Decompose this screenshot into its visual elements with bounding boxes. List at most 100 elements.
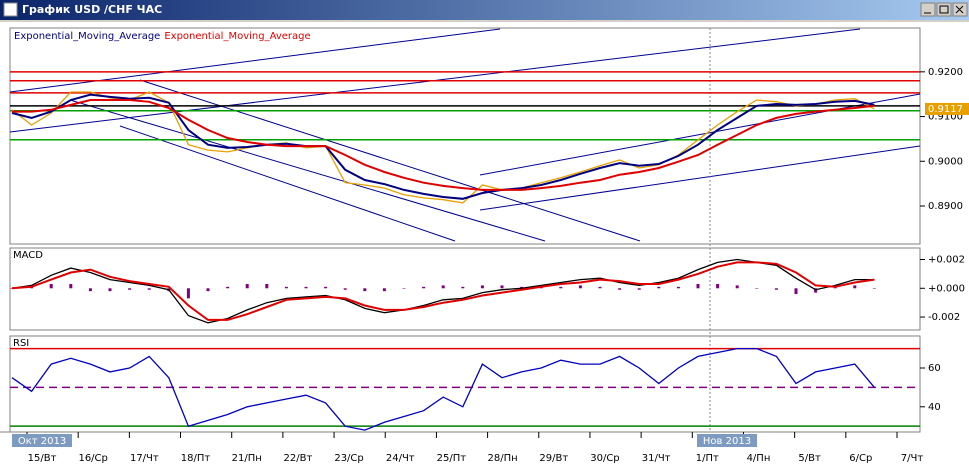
histogram-bar xyxy=(343,288,347,290)
histogram-bar xyxy=(49,283,53,289)
histogram-bar xyxy=(108,288,112,292)
x-tick-label: 18/Пт xyxy=(181,453,211,464)
x-tick-label: 5/Вт xyxy=(798,453,821,464)
maximize-button[interactable] xyxy=(936,2,952,17)
panel-title: MACD xyxy=(13,250,43,261)
histogram-bar xyxy=(69,283,73,289)
y-tick-label: 60 xyxy=(928,363,941,374)
x-tick-label: 6/Ср xyxy=(849,453,872,464)
month-label: Окт 2013 xyxy=(18,436,66,447)
histogram-bar xyxy=(88,288,92,292)
histogram-bar xyxy=(128,288,132,290)
histogram-bar xyxy=(657,286,661,289)
histogram-bar xyxy=(324,286,328,289)
x-tick-label: 25/Пт xyxy=(437,453,467,464)
series-line xyxy=(11,347,875,431)
histogram-bar xyxy=(441,285,445,289)
x-tick-label: 15/Вт xyxy=(28,453,57,464)
histogram-bar xyxy=(696,283,700,289)
histogram-bar xyxy=(500,285,504,289)
histogram-bar xyxy=(206,288,210,292)
y-tick-label: 40 xyxy=(928,402,941,413)
x-tick-label: 16/Ср xyxy=(78,453,107,464)
histogram-bar xyxy=(755,288,759,289)
series-line xyxy=(12,99,875,191)
histogram-bar xyxy=(774,288,778,290)
x-tick-label: 22/Вт xyxy=(283,453,312,464)
histogram-bar xyxy=(814,288,818,293)
y-tick-label: +0.002 xyxy=(928,255,965,266)
histogram-bar xyxy=(520,286,524,289)
trend-line xyxy=(119,125,456,242)
legend-entry: Exponential_Moving_Average xyxy=(164,31,310,42)
price-tag xyxy=(925,102,969,115)
histogram-bar xyxy=(853,285,857,289)
window-button-glyphs xyxy=(924,5,964,14)
x-tick-label: 4/Пн xyxy=(747,453,771,464)
trend-line xyxy=(479,93,921,176)
x-tick-label: 24/Чт xyxy=(386,453,415,464)
histogram-bar xyxy=(382,288,386,292)
histogram-bar xyxy=(676,286,680,289)
histogram-bar xyxy=(559,286,563,289)
month-label: Нов 2013 xyxy=(703,436,751,447)
histogram-bar xyxy=(226,286,230,289)
y-tick-label: +0.000 xyxy=(928,283,965,294)
trend-line xyxy=(139,79,641,242)
histogram-bar xyxy=(10,288,14,289)
x-tick-label: 7/Чт xyxy=(901,453,924,464)
title-bar xyxy=(0,0,969,20)
histogram-bar xyxy=(265,283,269,289)
window-title: График USD /CHF ЧАС xyxy=(22,3,162,16)
price-panel xyxy=(9,27,921,245)
histogram-bar xyxy=(735,285,739,289)
series-line xyxy=(11,261,875,321)
month-tag xyxy=(12,434,72,447)
panel-title: RSI xyxy=(13,338,29,349)
histogram-bar xyxy=(245,283,249,289)
x-tick-label: 29/Вт xyxy=(539,453,568,464)
x-tick-label: 21/Пн xyxy=(232,453,262,464)
histogram-bar xyxy=(147,288,151,290)
x-tick-label: 23/Ср xyxy=(334,453,363,464)
histogram-bar xyxy=(461,286,465,289)
histogram-bar xyxy=(304,286,308,289)
price-tag-label: 0.9117 xyxy=(928,104,963,115)
histogram-bar xyxy=(422,286,426,289)
trend-line xyxy=(479,145,921,211)
x-tick-label: 1/Пт xyxy=(696,453,719,464)
window-icon xyxy=(3,2,18,17)
chart-area xyxy=(0,22,969,472)
histogram-bar xyxy=(480,285,484,289)
histogram-bar xyxy=(186,288,190,299)
histogram-bar xyxy=(363,288,367,292)
y-tick-label: 0.9100 xyxy=(928,112,963,123)
y-tick-label: 0.9000 xyxy=(928,156,963,167)
trend-line xyxy=(69,99,546,242)
histogram-bar xyxy=(578,285,582,289)
histogram-bar xyxy=(598,286,602,289)
macd-panel xyxy=(9,247,921,331)
series-line xyxy=(11,258,875,324)
histogram-bar xyxy=(284,286,288,289)
legend-entry: Exponential_Moving_Average xyxy=(14,31,160,42)
series-line xyxy=(11,91,875,204)
month-tag xyxy=(697,434,757,447)
x-tick-label: 28/Пн xyxy=(488,453,518,464)
x-tick-label: 30/Ср xyxy=(590,453,619,464)
histogram-bar xyxy=(402,288,406,289)
histogram-bar xyxy=(618,288,622,290)
histogram-bar xyxy=(716,283,720,289)
x-tick-label: 31/Чт xyxy=(642,453,671,464)
y-tick-label: 0.8900 xyxy=(928,201,963,212)
histogram-bar xyxy=(637,288,641,290)
series-line xyxy=(11,93,875,200)
x-tick-label: 17/Чт xyxy=(130,453,159,464)
y-tick-label: -0.002 xyxy=(928,312,960,323)
histogram-bar xyxy=(794,288,798,295)
minimize-button[interactable] xyxy=(920,2,936,17)
histogram-bar xyxy=(872,288,876,289)
y-tick-label: 0.9200 xyxy=(928,67,963,78)
